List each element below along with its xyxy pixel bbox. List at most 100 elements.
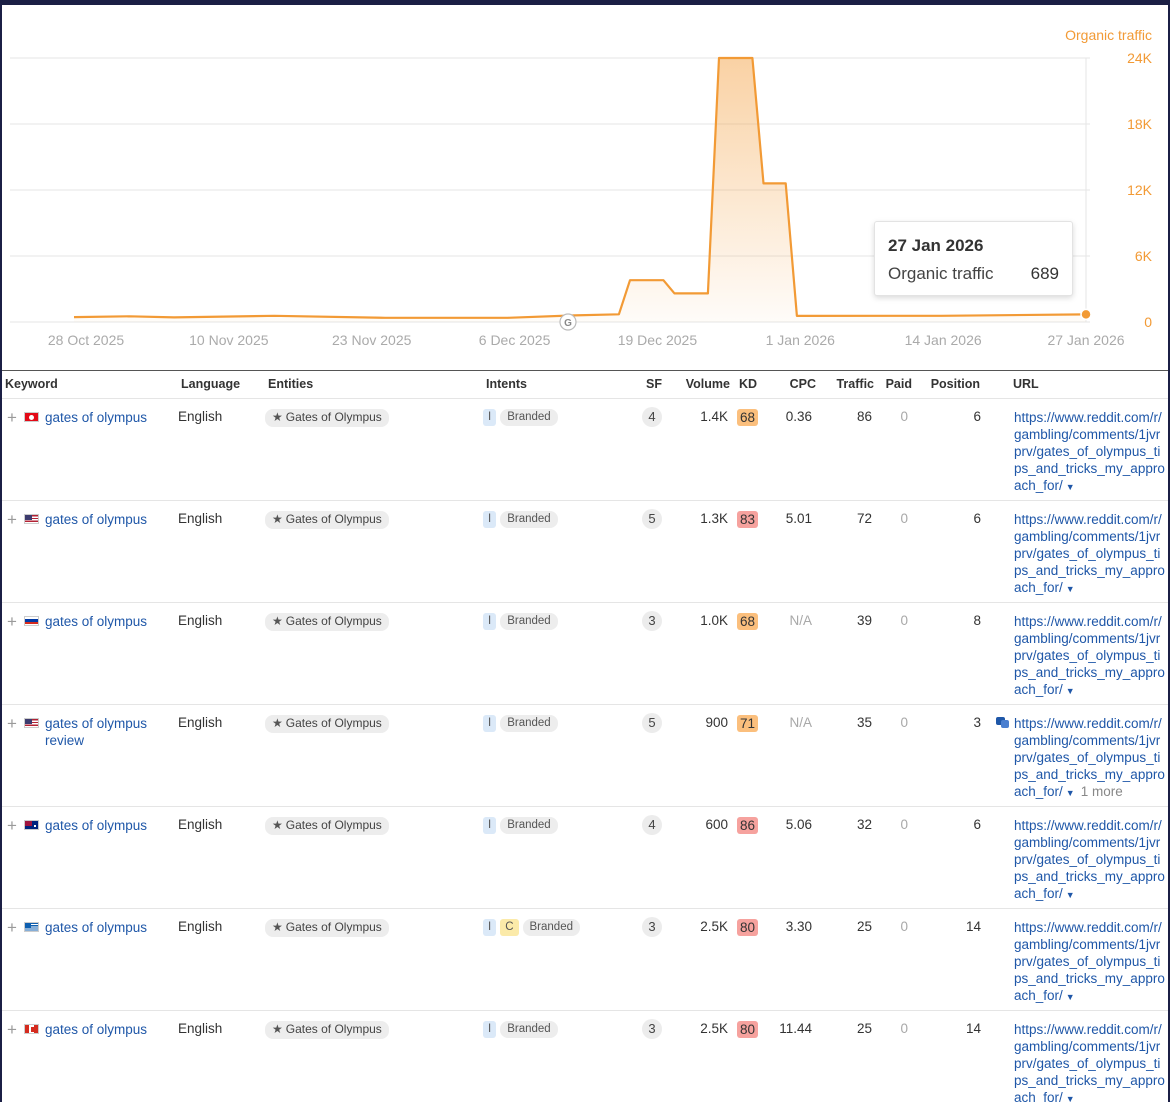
sf-badge[interactable]: 4 [642,814,662,835]
keyword-link[interactable]: gates of olympus [45,1021,148,1037]
tooltip-row: Organic traffic 689 [888,264,1059,284]
cell-position: 6 [924,397,983,500]
position-value: 3 [973,714,981,730]
entity-chip[interactable]: ★ Gates of Olympus [265,1020,389,1039]
url-link[interactable]: https://www.reddit.com/r/gambling/commen… [1014,613,1165,697]
intent-branded-badge: Branded [500,816,558,834]
traffic-value[interactable]: 72 [856,510,872,526]
cell-traffic: 39 [822,601,880,704]
header-intents[interactable]: Intents [486,377,527,392]
expand-plus-icon[interactable]: + [7,611,17,631]
cell-cpc: 3.30 [770,907,822,1010]
table-row[interactable]: + gates of olympus English ★ Gates of Olympu… [2,397,1168,500]
expand-plus-icon[interactable]: + [7,713,17,733]
language-text: English [178,816,223,832]
cell-cpc: 11.44 [770,1009,822,1102]
entity-chip[interactable]: ★ Gates of Olympus [265,918,389,937]
star-icon: ★ [272,409,283,424]
expand-plus-icon[interactable]: + [7,917,17,937]
header-keyword[interactable]: Keyword [5,377,58,392]
header-entities[interactable]: Entities [268,377,314,392]
sf-badge[interactable]: 3 [642,916,662,937]
cell-language: English [178,499,265,602]
header-sf[interactable]: SF [646,377,662,392]
table-row[interactable]: + gates of olympus English ★ Gates of Olympu… [2,601,1168,704]
chevron-down-icon[interactable]: ▼ [1065,685,1075,696]
keyword-link[interactable]: gates of olympus review [45,715,148,748]
language-text: English [178,408,223,424]
cell-traffic: 25 [822,907,880,1010]
table-row[interactable]: + gates of olympus English ★ Gates of Olympu… [2,805,1168,908]
keyword-link[interactable]: gates of olympus [45,613,148,629]
header-traffic[interactable]: Traffic [836,377,874,392]
cell-volume: 1.3K [662,499,730,602]
kd-badge: 86 [737,816,759,834]
table-row[interactable]: + gates of olympus review English ★ Gates of… [2,703,1168,806]
more-urls-link[interactable]: 1 more [1080,783,1123,799]
expand-plus-icon[interactable]: + [7,1019,17,1039]
entity-chip[interactable]: ★ Gates of Olympus [265,816,389,835]
traffic-value[interactable]: 25 [856,1020,872,1036]
traffic-value[interactable]: 35 [856,714,872,730]
sf-badge[interactable]: 3 [642,610,662,631]
traffic-value[interactable]: 39 [856,612,872,628]
header-paid[interactable]: Paid [885,377,912,392]
chevron-down-icon[interactable]: ▼ [1065,889,1075,900]
traffic-value[interactable]: 25 [856,918,872,934]
cpc-value: 5.06 [785,816,812,832]
url-link[interactable]: https://www.reddit.com/r/gambling/commen… [1014,715,1165,799]
cell-traffic: 86 [822,397,880,500]
url-link[interactable]: https://www.reddit.com/r/gambling/commen… [1014,1021,1165,1102]
url-link[interactable]: https://www.reddit.com/r/gambling/commen… [1014,409,1165,493]
chevron-down-icon[interactable]: ▼ [1065,481,1075,492]
cell-intents: I Branded [483,499,635,602]
cell-keyword: + gates of olympus [2,499,178,602]
chevron-down-icon[interactable]: ▼ [1065,787,1075,798]
cell-kd: 86 [730,805,770,908]
table-row[interactable]: + gates of olympus English ★ Gates of Olympu… [2,499,1168,602]
entity-label: Gates of Olympus [285,409,382,424]
sf-badge[interactable]: 5 [642,508,662,529]
keyword-link[interactable]: gates of olympus [45,409,148,425]
header-language[interactable]: Language [181,377,241,392]
sf-badge[interactable]: 4 [642,406,662,427]
chevron-down-icon[interactable]: ▼ [1065,583,1075,594]
keyword-link[interactable]: gates of olympus [45,817,148,833]
expand-plus-icon[interactable]: + [7,509,17,529]
header-url[interactable]: URL [1013,377,1039,392]
y-tick-label: 0 [1144,314,1152,330]
entity-chip[interactable]: ★ Gates of Olympus [265,612,389,631]
expand-plus-icon[interactable]: + [7,407,17,427]
chevron-down-icon[interactable]: ▼ [1065,1093,1075,1102]
paid-value: 0 [900,510,908,526]
table-row[interactable]: + gates of olympus English ★ Gates of Olympu… [2,1009,1168,1102]
header-cpc[interactable]: CPC [789,377,816,392]
url-link[interactable]: https://www.reddit.com/r/gambling/commen… [1014,511,1165,595]
cell-entities: ★ Gates of Olympus [265,499,483,602]
entity-label: Gates of Olympus [285,613,382,628]
tooltip-label: Organic traffic [888,264,994,283]
table-row[interactable]: + gates of olympus English ★ Gates of Olympu… [2,907,1168,1010]
expand-plus-icon[interactable]: + [7,815,17,835]
entity-chip[interactable]: ★ Gates of Olympus [265,714,389,733]
chevron-down-icon[interactable]: ▼ [1065,991,1075,1002]
header-kd[interactable]: KD [739,377,758,392]
url-link[interactable]: https://www.reddit.com/r/gambling/commen… [1014,817,1165,901]
cell-sf: 3 [635,601,662,704]
header-volume[interactable]: Volume [685,377,730,392]
volume-value: 2.5K [700,918,728,934]
cpc-value: 11.44 [779,1020,812,1036]
keyword-link[interactable]: gates of olympus [45,511,148,527]
sf-badge[interactable]: 3 [642,1018,662,1039]
url-link[interactable]: https://www.reddit.com/r/gambling/commen… [1014,919,1165,1003]
keyword-link[interactable]: gates of olympus [45,919,148,935]
flag-tr-icon [24,411,39,422]
header-position[interactable]: Position [930,377,980,392]
traffic-value[interactable]: 86 [856,408,872,424]
traffic-value[interactable]: 32 [856,816,872,832]
series-legend-organic-traffic[interactable]: Organic traffic [1065,27,1152,43]
paid-value: 0 [900,612,908,628]
sf-badge[interactable]: 5 [642,712,662,733]
entity-chip[interactable]: ★ Gates of Olympus [265,408,389,427]
entity-chip[interactable]: ★ Gates of Olympus [265,510,389,529]
